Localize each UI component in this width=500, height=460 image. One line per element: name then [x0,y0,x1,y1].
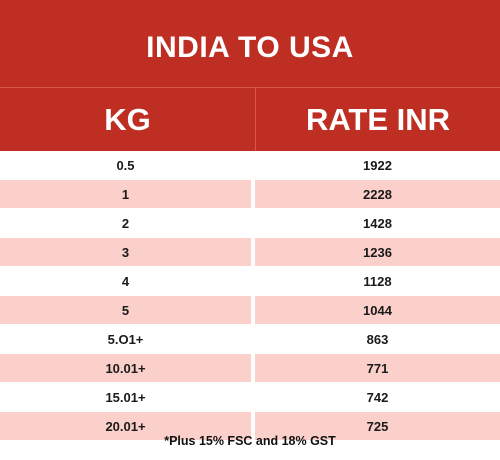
table-row: 15.01+ 742 [0,383,500,412]
table-row: 5.O1+ 863 [0,325,500,354]
kg-cell: 5.O1+ [0,325,255,353]
table-header: KG RATE INR [0,87,500,151]
title-bar: INDIA TO USA [0,0,500,87]
table-row: 10.01+ 771 [0,354,500,383]
rate-cell: 1922 [363,157,392,173]
table-row: 4 1128 [0,267,500,296]
table-row: 0.5 1922 [0,151,500,180]
rate-cell: 725 [366,418,389,434]
kg-cell: 4 [0,267,255,295]
rate-cell: 771 [366,360,389,376]
kg-cell: 15.01+ [0,383,255,411]
kg-cell: 1 [0,180,255,208]
kg-cell: 3 [0,238,255,266]
rate-cell: 863 [366,331,389,347]
kg-cell: 2 [0,209,255,237]
kg-cell: 20.01+ [0,412,255,440]
rate-cell: 1236 [363,244,392,260]
table-row: 20.01+ 725 [0,412,500,441]
table-row: 2 1428 [0,209,500,238]
page-title: INDIA TO USA [146,30,354,64]
footnote: *Plus 15% FSC and 18% GST [164,434,336,448]
rate-cell: 1044 [363,302,392,318]
table-row: 1 2228 [0,180,500,209]
rate-cell: 1428 [363,215,392,231]
kg-cell: 10.01+ [0,354,255,382]
table-body: 0.5 1922 1 2228 2 1428 3 1236 4 1128 5 1… [0,151,500,441]
rate-cell: 2228 [363,186,392,202]
kg-cell: 5 [0,296,255,324]
table-row: 5 1044 [0,296,500,325]
rate-cell: 1128 [363,273,392,289]
header-rate-inr: RATE INR [305,101,451,137]
kg-cell: 0.5 [0,151,255,179]
rate-cell: 742 [366,389,389,405]
table-row: 3 1236 [0,238,500,267]
header-kg: KG [0,88,256,151]
